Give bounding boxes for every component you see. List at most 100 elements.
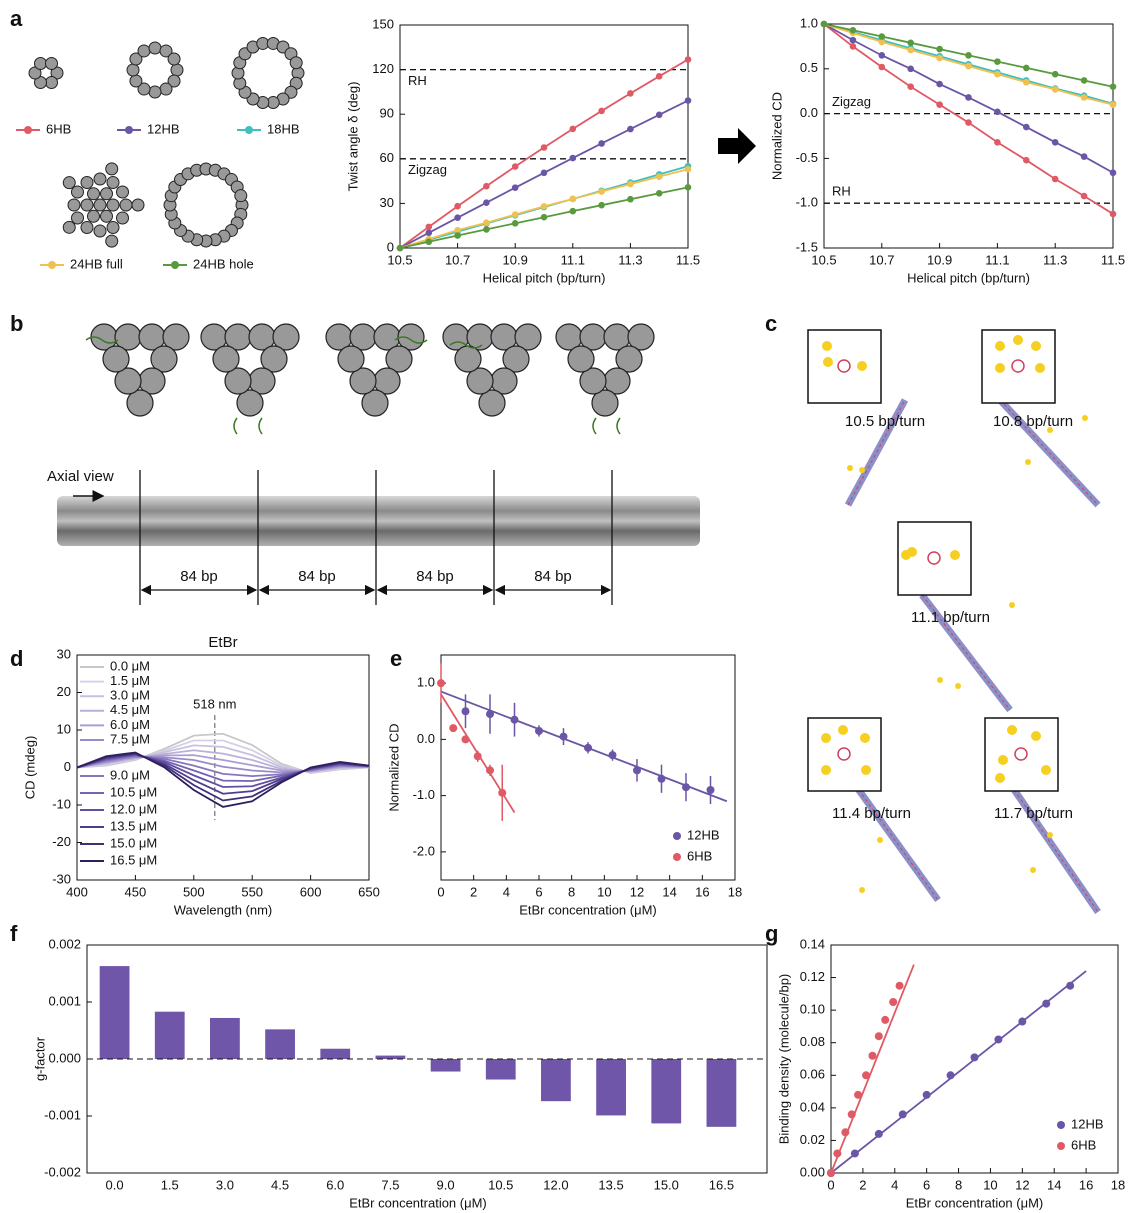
point [608,751,617,760]
point [569,207,577,215]
etbr-dot [955,683,961,689]
point [922,1090,931,1099]
point [907,39,914,47]
point [569,125,577,133]
y-tick-label: 0.08 [800,1034,825,1049]
helix-icon [50,66,64,80]
x-tick-label: 10.7 [445,252,470,267]
point [425,229,433,237]
etbr-dot [1041,765,1051,775]
helix-icon [70,211,84,225]
segment-label: 84 bp [180,568,218,585]
helix-icon [126,63,140,77]
point [1023,64,1030,72]
x-tick-label: 10.5 [811,252,836,267]
bar [541,1059,571,1102]
legend-swatch [1057,1142,1065,1150]
y-tick-label: 60 [380,150,394,165]
helix-icon [80,175,94,189]
projection-core [837,359,851,373]
x-tick-label: 11.5 [676,252,700,267]
x-tick-label: 2 [470,884,477,899]
helix-icon [34,76,47,90]
etbr-dot [821,733,831,743]
legend-label: 4.5 μM [110,702,150,717]
helix-icon [129,52,143,66]
helix-icon [289,56,303,70]
reference-label: RH [832,184,851,199]
helix-icon [137,82,151,96]
y-axis-label: CD (mdeg) [22,736,37,800]
etbr-dot [937,677,943,683]
x-tick-label: 11.1 [561,252,585,267]
y-tick-label: 30 [380,195,394,210]
y-tick-label: -1.0 [413,787,435,802]
ssDNA-strand [85,336,119,344]
point [396,244,404,252]
x-tick-label: 0.0 [106,1177,124,1192]
y-tick-label: -0.5 [796,150,818,165]
etbr-dot [995,773,1005,783]
point [895,981,904,990]
point [682,783,690,792]
reference-label: Zigzag [408,162,447,177]
x-tick-label: 10.9 [927,252,952,267]
x-tick-label: 3.0 [216,1177,234,1192]
x-tick-label: 6 [535,884,542,899]
y-tick-label: 0.0 [800,105,818,120]
helix-icon [87,209,100,223]
point [540,203,548,210]
bar [320,1048,351,1059]
point [1080,77,1088,84]
point [684,184,692,191]
y-tick-label: 1.0 [800,15,818,30]
point [965,94,972,101]
helix-icon [579,367,607,395]
x-tick-label: 10.9 [503,252,528,267]
panel-label: f [10,921,18,946]
helix-icon [272,323,300,351]
point [1023,78,1030,86]
point [535,726,543,735]
bar [154,1011,185,1059]
point [511,220,519,227]
point [461,735,470,744]
x-tick-label: 10.5 [488,1177,513,1192]
y-tick-label: 0.001 [48,993,81,1008]
x-axis-label: Helical pitch (bp/turn) [907,270,1030,285]
helix-icon [129,74,143,88]
helix-icon [70,185,84,199]
helix-icon [93,224,107,238]
y-tick-label: 20 [57,684,71,699]
x-tick-label: 500 [183,884,205,899]
helix-icon [102,345,130,373]
x-tick-label: 600 [300,884,322,899]
x-tick-label: 4 [503,884,510,899]
point [569,154,577,162]
point [559,732,568,741]
etbr-dot [1082,415,1088,421]
point [833,1149,842,1158]
point [1051,138,1059,146]
helix-icon [212,345,240,373]
etbr-dot [1031,341,1041,351]
segment-label: 84 bp [534,568,572,585]
segment-label: 84 bp [416,568,454,585]
point [1042,999,1051,1008]
point [1051,175,1059,183]
pitch-label: 11.1 bp/turn [911,609,990,626]
y-tick-label: 0.10 [800,1002,825,1017]
helix-icon [106,175,120,189]
point [598,140,605,147]
legend-swatch [673,853,681,861]
y-tick-label: 0.12 [800,969,825,984]
y-tick-label: 0.000 [48,1050,81,1065]
point [1051,86,1059,93]
x-tick-label: 550 [241,884,263,899]
legend-label: 15.0 μM [110,835,157,850]
projection-box [807,329,882,404]
point [1023,123,1030,131]
etbr-dot [823,357,833,367]
point [684,165,692,173]
